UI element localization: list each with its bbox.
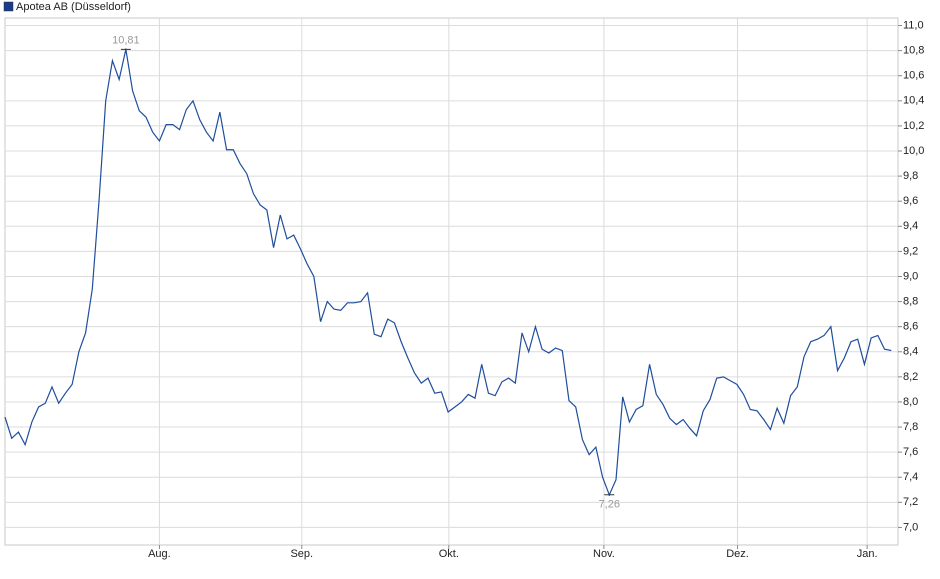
y-tick-label: 8,0 xyxy=(903,396,918,408)
y-tick-label: 10,0 xyxy=(903,145,924,157)
y-tick-label: 8,4 xyxy=(903,346,918,358)
extreme-marker xyxy=(120,48,131,50)
legend-label: Apotea AB (Düsseldorf) xyxy=(16,1,131,13)
y-tick-label: 8,8 xyxy=(903,295,918,307)
y-tick-label: 9,4 xyxy=(903,220,918,232)
x-tick-label: Jan. xyxy=(857,548,878,560)
y-tick-label: 11,0 xyxy=(903,19,924,31)
y-tick-label: 7,8 xyxy=(903,421,918,433)
x-tick-label: Dez. xyxy=(726,548,749,560)
value-label: 7,26 xyxy=(599,499,620,511)
y-tick-label: 8,6 xyxy=(903,321,918,333)
y-tick-label: 7,0 xyxy=(903,521,918,533)
y-tick-label: 10,6 xyxy=(903,70,924,82)
x-tick-label: Nov. xyxy=(593,548,615,560)
x-tick-label: Okt. xyxy=(439,548,459,560)
y-tick-label: 9,0 xyxy=(903,270,918,282)
x-tick-label: Aug. xyxy=(148,548,171,560)
plot-frame xyxy=(4,17,899,546)
y-tick-label: 7,6 xyxy=(903,446,918,458)
y-tick-label: 9,6 xyxy=(903,195,918,207)
y-tick-label: 10,8 xyxy=(903,45,924,57)
value-label: 10,81 xyxy=(112,34,140,46)
y-tick-label: 7,2 xyxy=(903,496,918,508)
legend-swatch xyxy=(3,1,14,12)
y-tick-label: 9,2 xyxy=(903,245,918,257)
y-tick-label: 9,8 xyxy=(903,170,918,182)
y-tick-label: 10,4 xyxy=(903,95,924,107)
x-tick-label: Sep. xyxy=(290,548,313,560)
y-tick-label: 7,4 xyxy=(903,471,918,483)
y-tick-label: 10,2 xyxy=(903,120,924,132)
y-tick-label: 8,2 xyxy=(903,371,918,383)
extreme-marker xyxy=(604,494,615,496)
price-line xyxy=(4,49,892,497)
